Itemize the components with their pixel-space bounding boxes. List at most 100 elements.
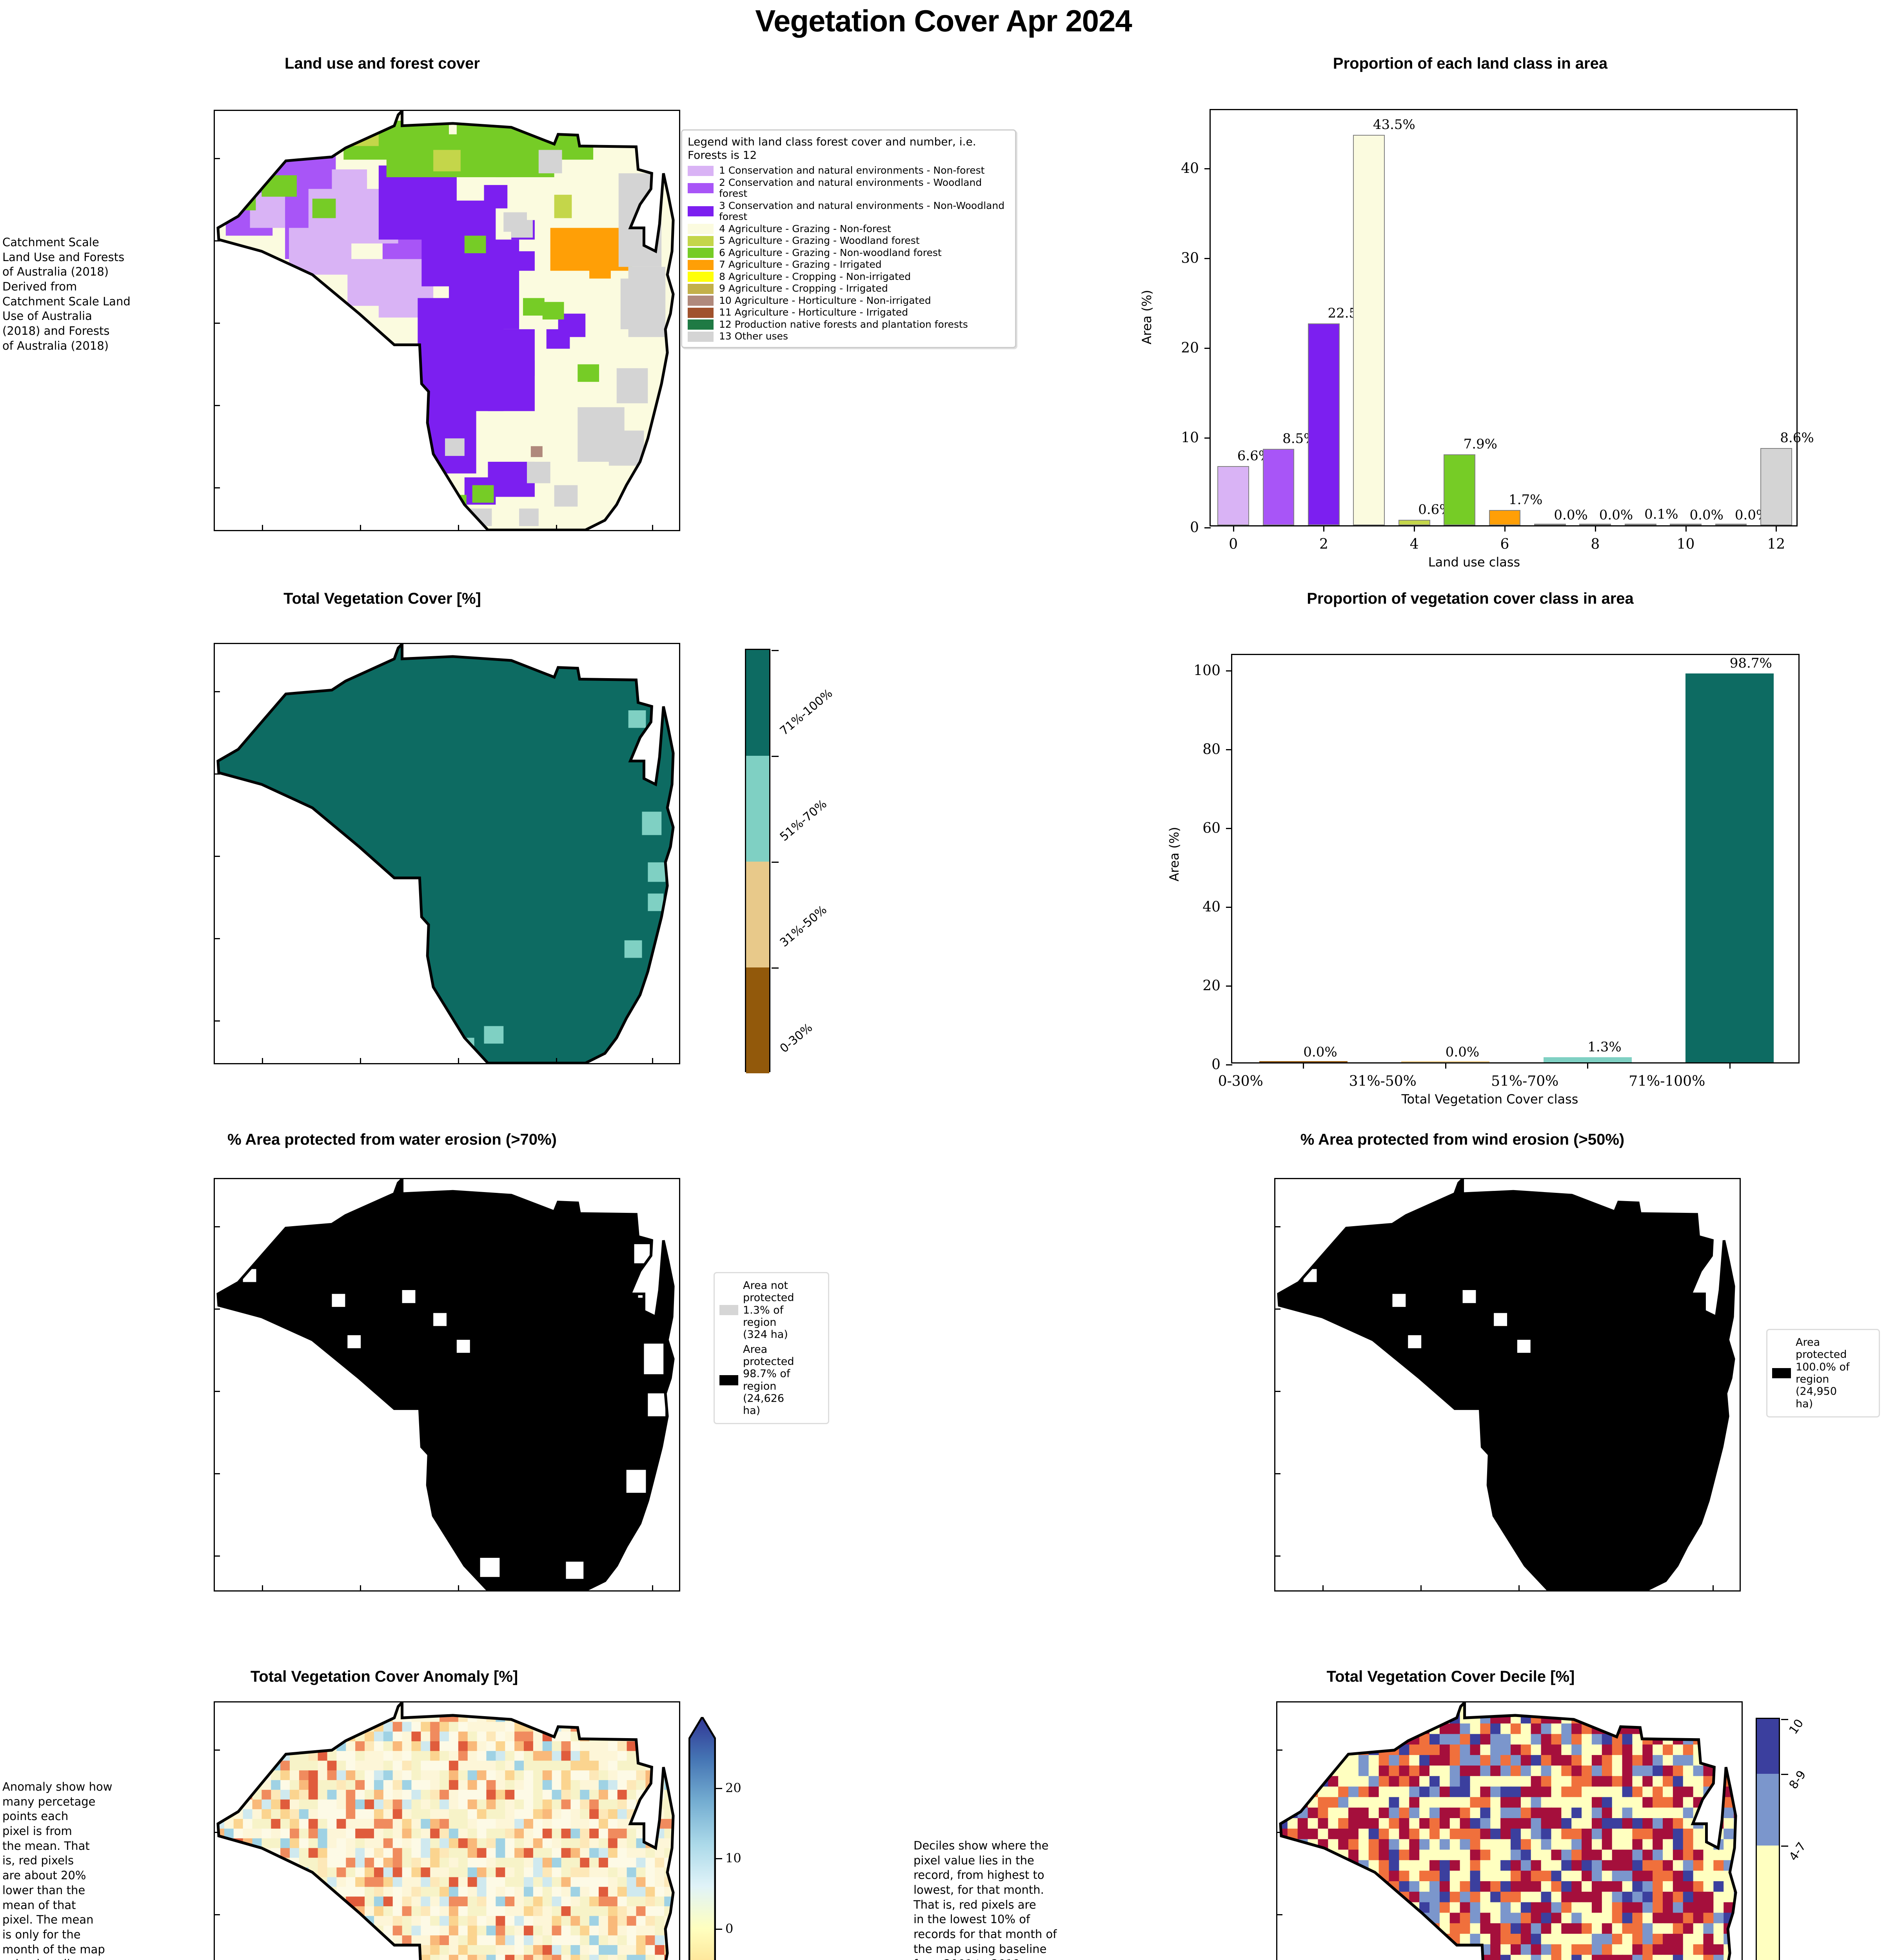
landuse-legend[interactable]: Legend with land class forest cover and … xyxy=(681,129,1016,348)
bar[interactable] xyxy=(1760,448,1792,525)
landuse-legend-item[interactable]: 2 Conservation and natural environments … xyxy=(688,177,1010,200)
landuse-legend-label: 6 Agriculture - Grazing - Non-woodland f… xyxy=(719,247,942,258)
x-tick xyxy=(1504,525,1506,532)
colorbar-tick xyxy=(714,1788,722,1789)
map-tick xyxy=(215,487,220,488)
landuse-legend-item[interactable]: 12 Production native forests and plantat… xyxy=(688,319,1010,330)
vegcover-plot-area: 0.0% 0.0% 1.3% 98.7% 0 20 40 60 80 100 0-30% 31%-50… xyxy=(1193,654,1800,1089)
bar[interactable] xyxy=(1259,1061,1348,1062)
y-tick xyxy=(1226,985,1232,987)
landuse-legend-item[interactable]: 11 Agriculture - Horticulture - Irrigate… xyxy=(688,307,1010,318)
decile-colorbar[interactable]: 12-34-78-910 xyxy=(1756,1717,1809,1960)
water-erosion-legend[interactable]: Area not protected 1.3% of region (324 h… xyxy=(714,1272,829,1425)
legend-item-not-protected: Area not protected 1.3% of region (324 h… xyxy=(719,1279,823,1341)
landuse-bar-chart[interactable]: 6.6% 8.5% 22.5% 43.5% 0.6% 7.9% 1.7% 0.0% 0.0% 0.… xyxy=(1129,98,1819,570)
y-tick-label: 30 xyxy=(1181,250,1199,267)
landuse-legend-item[interactable]: 4 Agriculture - Grazing - Non-forest xyxy=(688,223,1010,235)
x-tick xyxy=(1595,525,1596,532)
map-tick xyxy=(1518,1585,1520,1590)
decile-map[interactable] xyxy=(1276,1701,1743,1960)
vegcover-colorbar[interactable]: 0-30% 31%-50% 51%-70% 71%-100% xyxy=(745,649,835,1073)
bar[interactable] xyxy=(1624,524,1656,525)
x-tick xyxy=(1303,1062,1304,1069)
map-tick xyxy=(1616,1585,1618,1590)
landuse-legend-item[interactable]: 1 Conservation and natural environments … xyxy=(688,165,1010,176)
y-tick xyxy=(1226,670,1232,672)
landuse-legend-item[interactable]: 7 Agriculture - Grazing - Irrigated xyxy=(688,259,1010,270)
x-tick xyxy=(1685,525,1687,532)
bar[interactable] xyxy=(1534,524,1566,525)
landuse-legend-item[interactable]: 3 Conservation and natural environments … xyxy=(688,200,1010,223)
map-tick xyxy=(215,1473,220,1474)
protected-label: Area protected 100.0% of region (24,950 … xyxy=(1796,1336,1850,1410)
colorbar-tick xyxy=(1781,1845,1788,1847)
bar[interactable] xyxy=(1401,1061,1490,1062)
bar[interactable] xyxy=(1489,510,1521,525)
bar[interactable] xyxy=(1308,323,1340,525)
map-tick xyxy=(360,1058,361,1063)
map-tick xyxy=(215,1308,220,1310)
landuse-legend-label: 5 Agriculture - Grazing - Woodland fores… xyxy=(719,235,920,247)
x-tick xyxy=(1587,1062,1589,1069)
colorbar-segment xyxy=(746,650,769,756)
y-tick-label: 0 xyxy=(1211,1056,1220,1073)
vegcover-map[interactable] xyxy=(214,643,680,1064)
bar[interactable] xyxy=(1670,524,1702,525)
landuse-legend-item[interactable]: 8 Agriculture - Cropping - Non-irrigated xyxy=(688,271,1010,283)
bar[interactable] xyxy=(1715,524,1747,525)
vegcover-map-title: Total Vegetation Cover [%] xyxy=(283,590,481,607)
colorbar-tick-label: 71%-100% xyxy=(777,686,835,739)
bar[interactable] xyxy=(1685,673,1774,1062)
wind-erosion-map[interactable] xyxy=(1274,1178,1741,1592)
map-tick xyxy=(1420,1585,1422,1590)
x-tick-label: 10 xyxy=(1676,536,1695,552)
landuse-legend-item[interactable]: 13 Other uses xyxy=(688,331,1010,342)
landuse-legend-item[interactable]: 5 Agriculture - Grazing - Woodland fores… xyxy=(688,235,1010,247)
map-tick xyxy=(360,1585,361,1590)
map-tick xyxy=(1275,1226,1280,1227)
colorbar-tick-label: 0 xyxy=(725,1921,734,1936)
colorbar-tick xyxy=(772,650,779,651)
water-erosion-map[interactable] xyxy=(214,1178,680,1592)
wind-erosion-legend[interactable]: Area protected 100.0% of region (24,950 … xyxy=(1766,1329,1880,1417)
map-tick xyxy=(215,405,220,406)
landuse-legend-item[interactable]: 10 Agriculture - Horticulture - Non-irri… xyxy=(688,295,1010,307)
anomaly-raster xyxy=(216,1702,675,1960)
landuse-legend-swatch xyxy=(688,272,714,282)
landuse-map[interactable] xyxy=(214,110,680,531)
landuse-legend-label: 10 Agriculture - Horticulture - Non-irri… xyxy=(719,294,931,306)
map-tick xyxy=(1277,1832,1282,1833)
landuse-legend-label: 1 Conservation and natural environments … xyxy=(719,165,985,176)
map-tick xyxy=(1275,1391,1280,1392)
landuse-legend-item[interactable]: 9 Agriculture - Cropping - Irrigated xyxy=(688,283,1010,294)
vegcover-bar-chart[interactable]: 0.0% 0.0% 1.3% 98.7% 0 20 40 60 80 100 0-30% 31%-50… xyxy=(1161,635,1819,1107)
bar-value-label: 8.6% xyxy=(1780,430,1814,446)
anomaly-colorbar[interactable]: −20−1001020 xyxy=(688,1717,741,1960)
x-tick-label: 2 xyxy=(1319,536,1328,552)
bar[interactable] xyxy=(1444,454,1475,525)
map-tick xyxy=(652,525,653,530)
colorbar-segment xyxy=(746,967,769,1073)
y-tick-label: 20 xyxy=(1181,340,1199,356)
x-tick-label: 31%-50% xyxy=(1349,1073,1417,1089)
bar[interactable] xyxy=(1353,134,1385,525)
bar[interactable] xyxy=(1543,1057,1632,1062)
y-tick xyxy=(1204,437,1211,439)
bar[interactable] xyxy=(1262,449,1295,525)
landuse-legend-label: 11 Agriculture - Horticulture - Irrigate… xyxy=(719,307,908,318)
bar-value-label: 98.7% xyxy=(1729,655,1772,671)
colorbar-tick-label: 10 xyxy=(1786,1717,1807,1737)
bar[interactable] xyxy=(1398,520,1430,525)
anomaly-map[interactable] xyxy=(214,1701,680,1960)
water-erosion-title: % Area protected from water erosion (>70… xyxy=(227,1131,557,1148)
not-protected-swatch xyxy=(719,1305,738,1316)
map-tick xyxy=(1275,1473,1280,1474)
anomaly-note: Anomaly show how many percetage points e… xyxy=(2,1780,113,1960)
landuse-legend-item[interactable]: 6 Agriculture - Grazing - Non-woodland f… xyxy=(688,247,1010,259)
landuse-legend-swatch xyxy=(688,331,714,342)
bar-value-label: 1.3% xyxy=(1587,1039,1622,1055)
bar[interactable] xyxy=(1579,524,1611,525)
colorbar-tick xyxy=(772,756,779,757)
bar[interactable] xyxy=(1217,466,1250,525)
